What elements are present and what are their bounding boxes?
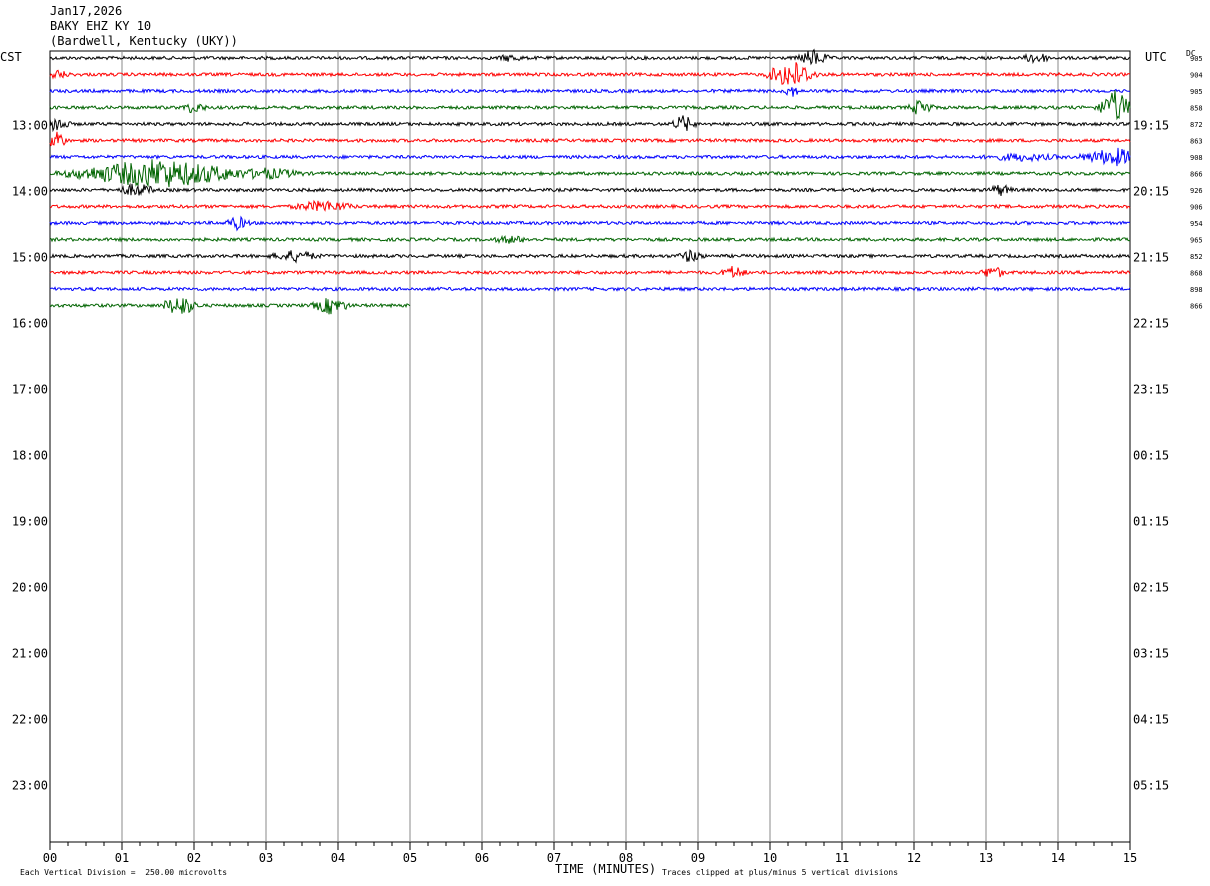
trace-line	[49, 147, 1131, 167]
trace-line	[50, 249, 1131, 264]
trace-line	[49, 298, 411, 315]
right-hour-label: 02:15	[1133, 581, 1169, 595]
x-tick-label: 07	[547, 851, 561, 865]
dc-offset-label: 868	[1190, 270, 1203, 278]
right-timezone-label: UTC	[1145, 50, 1167, 64]
dc-offset-label: 898	[1190, 286, 1203, 294]
right-hour-label: 05:15	[1133, 779, 1169, 793]
x-tick-label: 05	[403, 851, 417, 865]
trace-line	[49, 286, 1131, 293]
dc-offset-label: 872	[1190, 121, 1203, 129]
dc-offset-label: 863	[1190, 138, 1203, 146]
trace-line	[49, 48, 1131, 66]
left-hour-label: 18:00	[12, 449, 48, 463]
left-hour-label: 16:00	[12, 317, 48, 331]
left-hour-label: 22:00	[12, 713, 48, 727]
station-label: BAKY EHZ KY 10	[50, 19, 152, 33]
dc-offset-label: 905	[1190, 88, 1203, 96]
dc-offset-label: 858	[1190, 105, 1203, 113]
right-hour-label: 00:15	[1133, 449, 1169, 463]
trace-line	[49, 182, 1130, 196]
x-tick-label: 00	[43, 851, 57, 865]
trace-line	[49, 62, 1131, 85]
right-hour-label: 04:15	[1133, 713, 1169, 727]
date-label: Jan17,2026	[50, 4, 123, 18]
trace-line	[49, 115, 1131, 133]
right-hour-label: 03:15	[1133, 647, 1169, 661]
x-tick-label: 13	[979, 851, 993, 865]
dc-offset-label: 866	[1190, 303, 1203, 311]
x-tick-label: 15	[1123, 851, 1137, 865]
trace-line	[49, 131, 1131, 147]
left-hour-label: 20:00	[12, 581, 48, 595]
x-tick-label: 09	[691, 851, 705, 865]
trace-line	[49, 266, 1131, 279]
trace-line	[49, 234, 1131, 245]
dc-offset-label: 906	[1190, 204, 1203, 212]
right-hour-label: 01:15	[1133, 515, 1169, 529]
trace-line	[49, 90, 1131, 121]
x-tick-label: 04	[331, 851, 345, 865]
clip-note: Traces clipped at plus/minus 5 vertical …	[662, 868, 899, 877]
dc-offset-label: 965	[1190, 237, 1203, 245]
x-tick-label: 14	[1051, 851, 1065, 865]
right-hour-label: 20:15	[1133, 185, 1169, 199]
left-hour-label: 21:00	[12, 647, 48, 661]
left-hour-label: 23:00	[12, 779, 48, 793]
dc-offset-label: 852	[1190, 253, 1203, 261]
trace-line	[49, 199, 1131, 212]
right-hour-label: 19:15	[1133, 119, 1169, 133]
x-tick-label: 06	[475, 851, 489, 865]
left-hour-label: 13:00	[12, 119, 48, 133]
x-tick-label: 01	[115, 851, 129, 865]
dc-offset-label: 954	[1190, 220, 1203, 228]
x-tick-label: 12	[907, 851, 921, 865]
dc-offset-label: 866	[1190, 171, 1203, 179]
right-hour-label: 21:15	[1133, 251, 1169, 265]
plot-frame	[49, 50, 1131, 843]
dc-label: DC	[1186, 49, 1196, 58]
dc-offset-label: 908	[1190, 154, 1203, 162]
location-label: (Bardwell, Kentucky (UKY))	[50, 34, 238, 48]
right-hour-label: 22:15	[1133, 317, 1169, 331]
left-timezone-label: CST	[0, 50, 22, 64]
x-axis-label: TIME (MINUTES)	[555, 862, 657, 876]
left-hour-label: 15:00	[12, 251, 48, 265]
dc-offset-label: 904	[1190, 72, 1203, 80]
dc-offset-label: 905	[1190, 55, 1203, 63]
left-hour-label: 17:00	[12, 383, 48, 397]
x-tick-label: 11	[835, 851, 849, 865]
left-hour-label: 19:00	[12, 515, 48, 529]
trace-line	[49, 215, 1131, 232]
x-tick-label: 10	[763, 851, 777, 865]
right-hour-label: 23:15	[1133, 383, 1169, 397]
left-hour-label: 14:00	[12, 185, 48, 199]
scale-note: Each Vertical Division = 250.00 microvol…	[20, 868, 228, 877]
x-tick-label: 02	[187, 851, 201, 865]
x-tick-label: 03	[259, 851, 273, 865]
trace-line	[49, 87, 1131, 97]
trace-line	[49, 159, 1131, 188]
dc-offset-label: 926	[1190, 187, 1203, 195]
x-tick-label: 08	[619, 851, 633, 865]
